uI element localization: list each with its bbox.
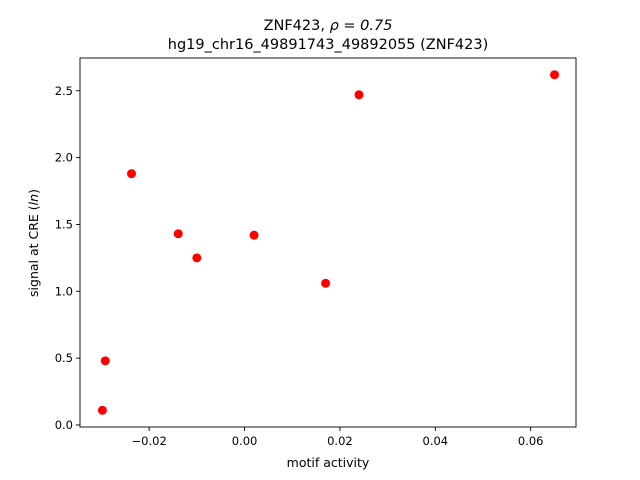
data-point-6 (321, 278, 331, 288)
data-point-4 (192, 253, 202, 263)
y-tick-label-3: 1.5 (55, 217, 73, 231)
x-axis-label: motif activity (287, 455, 370, 470)
chart-title-rho: ρ = 0.75 (330, 18, 393, 34)
x-tick-label-4: 0.06 (518, 434, 544, 448)
data-point-1 (100, 356, 110, 366)
x-tick-label-0: −0.02 (132, 434, 167, 448)
chart-title-gene: ZNF423, (264, 18, 330, 34)
plot-area: −0.02 0.00 0.02 0.04 0.06 0.0 0.5 1.0 1.5 2.0 2.5 (55, 57, 577, 448)
data-point-5 (249, 230, 259, 240)
x-tick-label-3: 0.04 (423, 434, 449, 448)
y-axis-label-ln: ln (26, 194, 41, 205)
y-tick-label-2: 1.0 (55, 284, 73, 298)
y-axis-label-suffix: ) (26, 189, 41, 194)
y-tick-label-5: 2.5 (55, 84, 73, 98)
y-tick-label-0: 0.0 (55, 418, 73, 432)
y-axis-label: signal at CRE (ln) (26, 189, 41, 297)
data-point-7 (354, 90, 364, 100)
y-axis-label-prefix: signal at CRE ( (26, 205, 41, 297)
chart-title-line1: ZNF423, ρ = 0.75 (264, 18, 393, 34)
data-point-8 (550, 70, 560, 80)
data-point-2 (127, 169, 137, 179)
axes-frame (79, 57, 577, 428)
data-point-0 (97, 405, 107, 415)
y-tick-label-4: 2.0 (55, 151, 73, 165)
data-point-3 (173, 229, 183, 239)
x-tick-label-1: 0.00 (232, 434, 258, 448)
chart-title-line2: hg19_chr16_49891743_49892055 (ZNF423) (168, 37, 489, 53)
y-tick-label-1: 0.5 (55, 351, 73, 365)
x-tick-label-2: 0.02 (327, 434, 353, 448)
